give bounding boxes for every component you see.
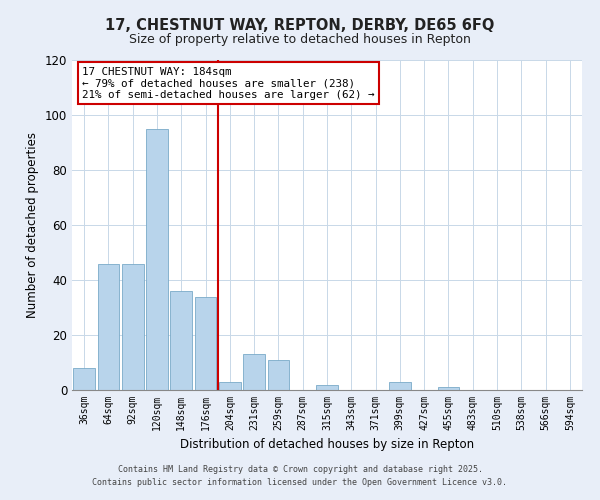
Bar xyxy=(97,264,119,390)
Bar xyxy=(73,368,95,390)
Bar xyxy=(243,354,265,390)
Text: Contains HM Land Registry data © Crown copyright and database right 2025.: Contains HM Land Registry data © Crown c… xyxy=(118,466,482,474)
Bar xyxy=(146,128,168,390)
Text: Contains public sector information licensed under the Open Government Licence v3: Contains public sector information licen… xyxy=(92,478,508,487)
Bar xyxy=(194,296,217,390)
Bar xyxy=(437,387,460,390)
Bar xyxy=(316,384,338,390)
X-axis label: Distribution of detached houses by size in Repton: Distribution of detached houses by size … xyxy=(180,438,474,452)
Bar xyxy=(389,382,411,390)
Y-axis label: Number of detached properties: Number of detached properties xyxy=(26,132,39,318)
Bar xyxy=(170,291,192,390)
Text: Size of property relative to detached houses in Repton: Size of property relative to detached ho… xyxy=(129,32,471,46)
Bar xyxy=(268,360,289,390)
Text: 17, CHESTNUT WAY, REPTON, DERBY, DE65 6FQ: 17, CHESTNUT WAY, REPTON, DERBY, DE65 6F… xyxy=(106,18,494,32)
Text: 17 CHESTNUT WAY: 184sqm
← 79% of detached houses are smaller (238)
21% of semi-d: 17 CHESTNUT WAY: 184sqm ← 79% of detache… xyxy=(82,66,374,100)
Bar xyxy=(122,264,143,390)
Bar xyxy=(219,382,241,390)
